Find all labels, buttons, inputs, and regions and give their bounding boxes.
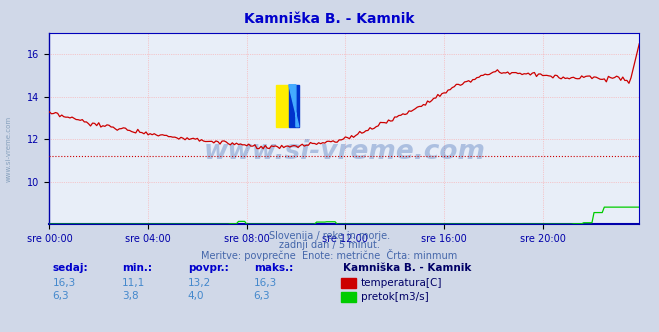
Text: www.si-vreme.com: www.si-vreme.com [5, 116, 11, 183]
Text: Kamniška B. - Kamnik: Kamniška B. - Kamnik [244, 12, 415, 26]
Bar [289, 85, 299, 127]
Polygon shape [289, 85, 299, 127]
Bar [277, 85, 289, 127]
Text: maks.:: maks.: [254, 263, 293, 273]
Text: 4,0: 4,0 [188, 291, 204, 301]
Text: zadnji dan / 5 minut.: zadnji dan / 5 minut. [279, 240, 380, 250]
Text: 3,8: 3,8 [122, 291, 138, 301]
Text: Meritve: povprečne  Enote: metrične  Črta: minmum: Meritve: povprečne Enote: metrične Črta:… [202, 249, 457, 261]
Text: min.:: min.: [122, 263, 152, 273]
Text: 6,3: 6,3 [254, 291, 270, 301]
Text: povpr.:: povpr.: [188, 263, 229, 273]
Text: Kamniška B. - Kamnik: Kamniška B. - Kamnik [343, 263, 471, 273]
Text: 6,3: 6,3 [53, 291, 69, 301]
Text: pretok[m3/s]: pretok[m3/s] [361, 292, 429, 302]
Text: 11,1: 11,1 [122, 278, 145, 288]
Text: sedaj:: sedaj: [53, 263, 88, 273]
Text: temperatura[C]: temperatura[C] [361, 278, 443, 288]
Text: 16,3: 16,3 [254, 278, 277, 288]
Text: www.si-vreme.com: www.si-vreme.com [204, 138, 485, 165]
Text: 16,3: 16,3 [53, 278, 76, 288]
Text: Slovenija / reke in morje.: Slovenija / reke in morje. [269, 231, 390, 241]
Text: 13,2: 13,2 [188, 278, 211, 288]
